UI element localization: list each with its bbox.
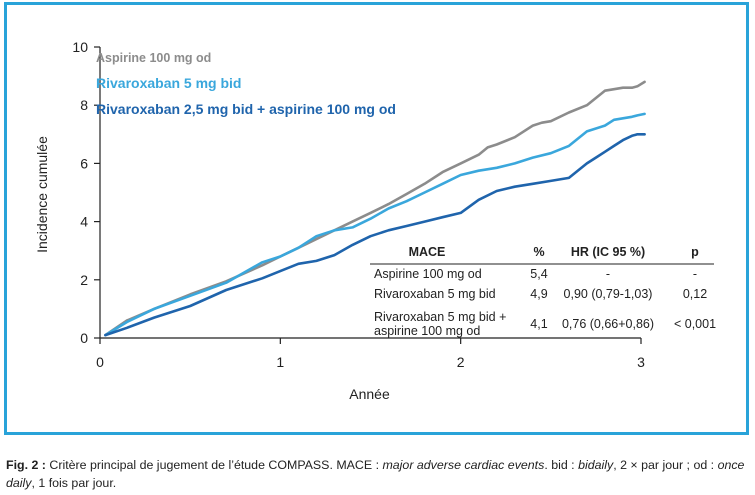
caption-text-3: , 2 × par jour ; od :	[613, 458, 718, 472]
table-cell-hr: -	[606, 267, 610, 281]
x-tick-label: 2	[457, 354, 465, 370]
chart: 0 2 4 6 8 10 0 1 2 3 Année Incidence cumulée Aspirin…	[34, 39, 716, 402]
table-row-label: Rivaroxaban 5 mg bid +	[374, 310, 506, 324]
table-row-label: Rivaroxaban 5 mg bid	[374, 287, 496, 301]
caption-italic-2: bidaily	[578, 458, 614, 472]
x-tick-label: 0	[96, 354, 104, 370]
y-axis-label: Incidence cumulée	[34, 136, 50, 253]
table-header-p: p	[691, 245, 699, 259]
caption-italic-3: once daily	[6, 458, 745, 490]
legend-entry-1: Aspirine 100 mg od	[96, 51, 211, 65]
table-cell-p: < 0,001	[674, 317, 716, 331]
series-line-3	[104, 133, 646, 337]
table-cell-hr: 0,76 (0,66+0,86)	[562, 317, 654, 331]
y-tick-label: 2	[80, 272, 88, 288]
table-cell-hr: 0,90 (0,79-1,03)	[564, 287, 653, 301]
y-tick-label: 6	[80, 155, 88, 171]
x-tick-label: 3	[637, 354, 645, 370]
table-header-hr: HR (IC 95 %)	[571, 245, 645, 259]
figure-frame	[4, 2, 749, 435]
table-cell-pct: 4,1	[530, 317, 547, 331]
y-tick-label: 4	[80, 214, 88, 230]
caption-text-1: Critère principal de jugement de l’étude…	[45, 458, 383, 472]
caption-text-2: . bid :	[544, 458, 579, 472]
table-cell-pct: 5,4	[530, 267, 547, 281]
legend-entry-3: Rivaroxaban 2,5 mg bid + aspirine 100 mg…	[96, 101, 396, 117]
table-header-pct: %	[533, 245, 544, 259]
caption-text-4: , 1 fois par jour.	[31, 476, 117, 490]
x-axis-label: Année	[349, 386, 390, 402]
figure-caption: Fig. 2 : Critère principal de jugement d…	[6, 456, 751, 492]
table-cell-p: -	[693, 267, 697, 281]
table-header-mace: MACE	[409, 245, 446, 259]
y-tick-label: 10	[72, 39, 88, 55]
y-tick-label: 0	[80, 330, 88, 346]
y-tick-label: 8	[80, 97, 88, 113]
table-row-label: aspirine 100 mg od	[374, 324, 480, 338]
series-line-1	[104, 80, 646, 337]
caption-label: Fig. 2 :	[6, 458, 46, 472]
caption-italic-1: major adverse cardiac events	[382, 458, 545, 472]
table-cell-p: 0,12	[683, 287, 707, 301]
x-tick-label: 1	[276, 354, 284, 370]
table-row-label: Aspirine 100 mg od	[374, 267, 482, 281]
legend-entry-2: Rivaroxaban 5 mg bid	[96, 75, 241, 91]
series-line-2	[104, 112, 646, 337]
table-cell-pct: 4,9	[530, 287, 547, 301]
